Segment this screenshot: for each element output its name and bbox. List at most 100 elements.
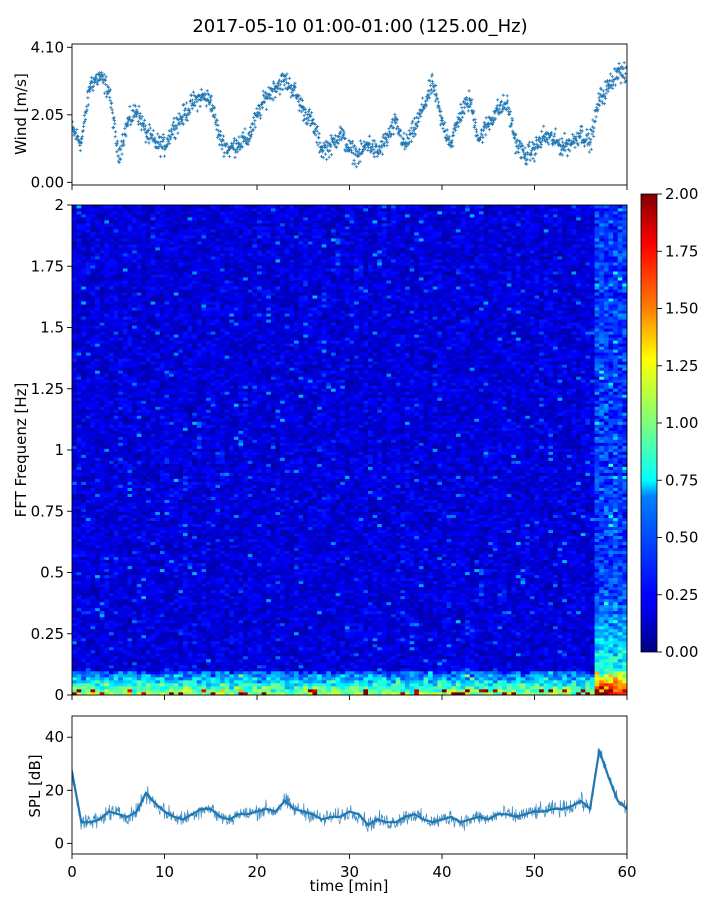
spectrogram-cell (141, 298, 146, 301)
spectrogram-cell (77, 593, 82, 596)
spectrogram-cell (169, 551, 174, 554)
wind-point (510, 122, 513, 125)
spectrogram-cell (81, 656, 86, 659)
spectrogram-cell (72, 578, 77, 581)
spectrogram-cell (128, 653, 133, 656)
spectrogram-cell (151, 214, 156, 217)
spectrogram-cell (95, 557, 100, 560)
spectrogram-cell (109, 325, 114, 328)
spectrogram-cell (86, 566, 91, 569)
spectrogram-cell (141, 464, 146, 467)
spectrogram-cell (160, 304, 165, 307)
spectrogram-cell (137, 301, 142, 304)
spectrogram-cell (151, 503, 156, 506)
spectrogram-cell (114, 575, 119, 578)
spectrogram-cell (123, 551, 128, 554)
spectrogram-cell (123, 340, 128, 343)
spectrogram-cell (132, 226, 137, 229)
spectrogram-cell (72, 256, 77, 259)
spectrogram-cell (132, 232, 137, 235)
spectrogram-cell (109, 397, 114, 400)
spectrogram-cell (160, 388, 165, 391)
spectrogram-cell (72, 283, 77, 286)
spectrogram-cell (86, 647, 91, 650)
spectrogram-cell (169, 521, 174, 524)
spectrogram-cell (118, 497, 123, 500)
spectrogram-cell (128, 476, 133, 479)
spectrogram-cell (95, 208, 100, 211)
spectrogram-cell (137, 554, 142, 557)
spectrogram-cell (137, 593, 142, 596)
spectrogram-cell (151, 388, 156, 391)
spectrogram-cell (104, 445, 109, 448)
wind-point (91, 89, 94, 92)
spectrogram-cell (109, 313, 114, 316)
spectrogram-cell (72, 677, 77, 680)
spectrogram-cell (81, 539, 86, 542)
spectrogram-cell (91, 563, 96, 566)
spectrogram-cell (86, 536, 91, 539)
spectrogram-cell (169, 626, 174, 629)
spectrogram-cell (109, 361, 114, 364)
spectrogram-cell (118, 286, 123, 289)
spectrogram-cell (77, 382, 82, 385)
spectrogram-cell (141, 256, 146, 259)
spectrogram-cell (146, 373, 151, 376)
wind-point (588, 150, 591, 153)
spectrogram-cell (95, 497, 100, 500)
spectrogram-cell (104, 253, 109, 256)
spectrogram-cell (128, 458, 133, 461)
spectrogram-cell (137, 545, 142, 548)
spectrogram-cell (128, 677, 133, 680)
spectrogram-cell (81, 614, 86, 617)
spectrogram-cell (141, 337, 146, 340)
spectrogram-cell (132, 452, 137, 455)
spectrogram-cell (123, 289, 128, 292)
spectrogram-cell (123, 316, 128, 319)
spectrogram-cell (104, 328, 109, 331)
spectrogram-cell (146, 427, 151, 430)
spectrogram-cell (86, 635, 91, 638)
spectrogram-cell (141, 397, 146, 400)
spectrogram-cell (137, 563, 142, 566)
spectrogram-cell (86, 283, 91, 286)
spectrogram-cell (141, 554, 146, 557)
spectrogram-cell (155, 403, 160, 406)
spectrogram-cell (109, 355, 114, 358)
spectrogram-cell (77, 557, 82, 560)
spectrogram-cell (81, 677, 86, 680)
spectrogram-cell (104, 346, 109, 349)
spectrogram-cell (86, 677, 91, 680)
spectrogram-cell (151, 491, 156, 494)
wind-point (252, 116, 255, 119)
spectrogram-cell (77, 244, 82, 247)
spectrogram-cell (165, 262, 170, 265)
spectrogram-cell (155, 569, 160, 572)
spectrogram-cell (118, 584, 123, 587)
spectrogram-cell (81, 205, 86, 208)
spectrogram-cell (109, 539, 114, 542)
spectrogram-cell (104, 518, 109, 521)
spectrogram-cell (160, 316, 165, 319)
spectrogram-cell (81, 421, 86, 424)
spectrogram-cell (160, 599, 165, 602)
spectrogram-cell (155, 659, 160, 662)
spectrogram-cell (77, 674, 82, 677)
wind-point (222, 155, 225, 158)
spectrogram-cell (128, 629, 133, 632)
spectrogram-cell (160, 232, 165, 235)
spectrogram-cell (91, 256, 96, 259)
spectrogram-cell (91, 394, 96, 397)
spectrogram-cell (169, 449, 174, 452)
spectrogram-cell (160, 421, 165, 424)
spectrogram-cell (118, 572, 123, 575)
spectrogram-cell (81, 313, 86, 316)
spectrogram-cell (72, 361, 77, 364)
spectrogram-cell (109, 491, 114, 494)
spectrogram-cell (114, 590, 119, 593)
spectrogram-cell (155, 641, 160, 644)
spectrogram-cell (118, 524, 123, 527)
spectrogram-cell (77, 403, 82, 406)
spectrogram-cell (128, 292, 133, 295)
spectrogram-cell (132, 229, 137, 232)
